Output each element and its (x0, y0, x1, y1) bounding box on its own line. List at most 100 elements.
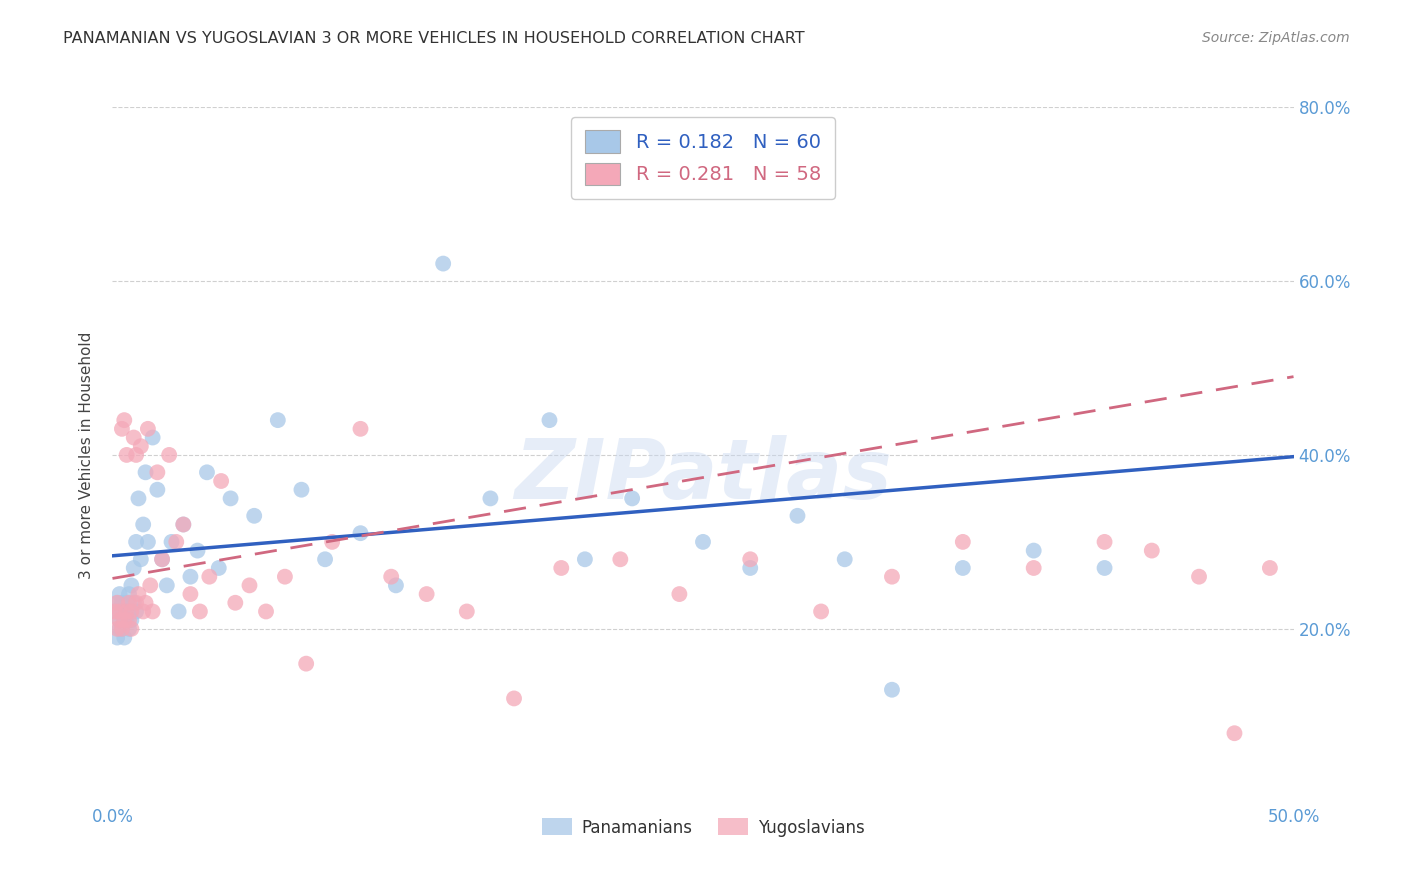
Point (668, 587, 690, 601)
Point (108, 587, 131, 601)
Point (112, 613, 135, 627)
Point (503, 691, 526, 706)
Point (692, 534, 714, 549)
Point (120, 578, 142, 592)
Point (156, 578, 179, 592)
Point (108, 605, 131, 619)
Point (160, 534, 183, 549)
Point (415, 587, 437, 601)
Point (129, 552, 152, 566)
Point (834, 552, 856, 566)
Point (1022, 543, 1045, 558)
Point (209, 474, 232, 488)
Point (172, 517, 194, 532)
Point (740, 561, 762, 575)
Point (479, 491, 502, 506)
Point (115, 613, 138, 627)
Point (157, 448, 180, 462)
Point (1022, 561, 1045, 575)
Point (880, 570, 903, 584)
Point (224, 596, 246, 610)
Point (432, 257, 454, 271)
Point (132, 517, 155, 532)
Point (1094, 561, 1116, 575)
Point (142, 605, 165, 619)
Text: Source: ZipAtlas.com: Source: ZipAtlas.com (1202, 31, 1350, 45)
Point (456, 605, 478, 619)
Point (112, 413, 135, 427)
Point (786, 508, 808, 523)
Point (112, 631, 135, 645)
Point (112, 613, 135, 627)
Point (127, 491, 149, 506)
Point (135, 596, 157, 610)
Point (295, 657, 318, 671)
Point (105, 631, 128, 645)
Point (238, 578, 260, 592)
Point (880, 682, 903, 697)
Point (740, 552, 762, 566)
Point (118, 596, 141, 610)
Point (172, 517, 194, 532)
Point (112, 605, 135, 619)
Point (118, 622, 141, 636)
Point (146, 466, 169, 480)
Point (111, 605, 134, 619)
Point (274, 570, 297, 584)
Point (349, 526, 371, 541)
Point (127, 587, 149, 601)
Point (621, 491, 644, 506)
Point (146, 483, 169, 497)
Point (150, 552, 173, 566)
Point (1258, 561, 1281, 575)
Point (1094, 534, 1116, 549)
Point (108, 613, 131, 627)
Point (385, 578, 408, 592)
Point (120, 613, 142, 627)
Point (188, 605, 211, 619)
Point (167, 605, 190, 619)
Point (125, 605, 148, 619)
Point (609, 552, 631, 566)
Point (349, 422, 371, 436)
Point (129, 439, 152, 453)
Point (118, 605, 141, 619)
Point (179, 570, 201, 584)
Point (115, 596, 138, 610)
Point (165, 534, 187, 549)
Point (105, 596, 128, 610)
Point (120, 622, 142, 636)
Point (179, 587, 201, 601)
Point (538, 413, 561, 427)
Point (952, 561, 974, 575)
Point (136, 534, 159, 549)
Point (136, 422, 159, 436)
Point (219, 491, 242, 506)
Point (321, 534, 343, 549)
Point (118, 587, 141, 601)
Point (118, 613, 141, 627)
Point (150, 552, 173, 566)
Point (120, 605, 142, 619)
Legend: Panamanians, Yugoslavians: Panamanians, Yugoslavians (534, 812, 872, 843)
Point (135, 466, 157, 480)
Point (122, 596, 145, 610)
Point (186, 543, 208, 558)
Point (104, 605, 127, 619)
Point (108, 622, 131, 636)
Point (139, 578, 162, 592)
Point (254, 605, 277, 619)
Point (1223, 726, 1246, 740)
Point (290, 483, 312, 497)
Point (380, 570, 402, 584)
Point (125, 534, 148, 549)
Point (1188, 570, 1211, 584)
Point (125, 596, 148, 610)
Point (115, 448, 138, 462)
Point (111, 622, 134, 636)
Point (115, 605, 138, 619)
Point (267, 413, 290, 427)
Text: PANAMANIAN VS YUGOSLAVIAN 3 OR MORE VEHICLES IN HOUSEHOLD CORRELATION CHART: PANAMANIAN VS YUGOSLAVIAN 3 OR MORE VEHI… (63, 31, 804, 46)
Point (104, 605, 127, 619)
Point (550, 561, 572, 575)
